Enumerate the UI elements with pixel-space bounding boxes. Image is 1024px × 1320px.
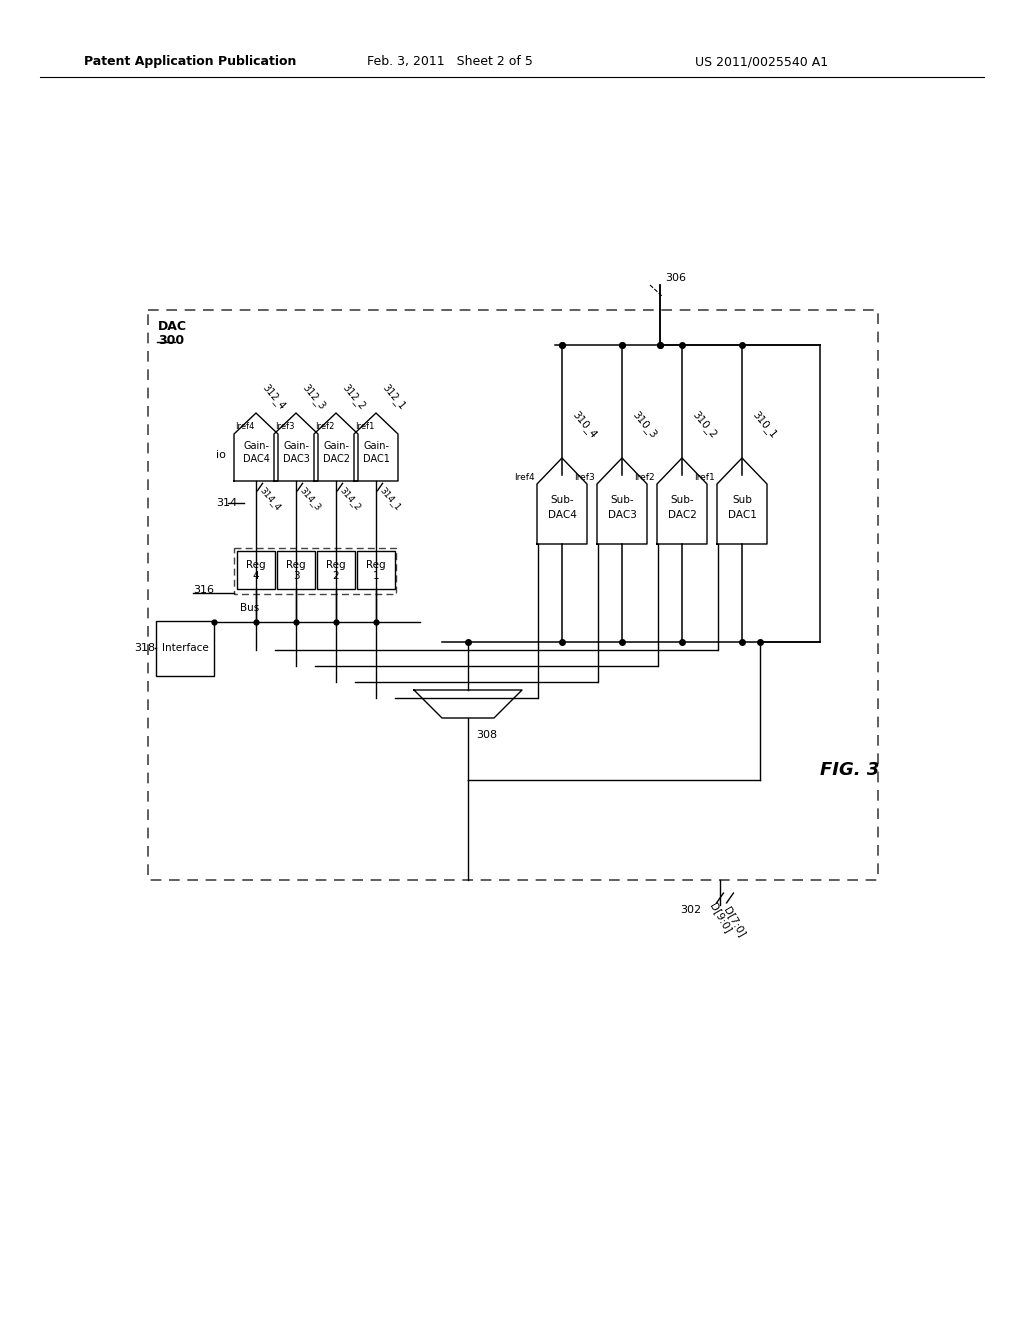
- Text: 310_1: 310_1: [750, 409, 778, 441]
- Text: D[7:0]: D[7:0]: [722, 906, 748, 939]
- Text: 310_3: 310_3: [630, 409, 658, 441]
- Text: Iref4: Iref4: [514, 473, 535, 482]
- Text: 306: 306: [665, 273, 686, 282]
- Text: Iref3: Iref3: [275, 422, 295, 432]
- Bar: [156, 620, 214, 676]
- Text: 310_4: 310_4: [569, 409, 598, 441]
- Text: 4: 4: [253, 572, 259, 581]
- Text: io: io: [216, 450, 226, 459]
- Text: Sub-: Sub-: [670, 495, 694, 506]
- Text: Sub: Sub: [732, 495, 752, 506]
- Text: Gain-: Gain-: [323, 441, 349, 451]
- Text: Patent Application Publication: Patent Application Publication: [84, 55, 296, 69]
- Text: Sub-: Sub-: [610, 495, 634, 506]
- Text: 3: 3: [293, 572, 299, 581]
- Text: 310_2: 310_2: [689, 409, 719, 441]
- Bar: [278, 550, 315, 589]
- Text: DAC1: DAC1: [728, 510, 757, 520]
- Text: Iref3: Iref3: [574, 473, 595, 482]
- Bar: [237, 550, 275, 589]
- Text: DAC3: DAC3: [607, 510, 637, 520]
- Text: 318: 318: [134, 643, 155, 653]
- Text: DAC1: DAC1: [362, 454, 389, 465]
- Text: Reg: Reg: [286, 560, 306, 570]
- Text: DAC4: DAC4: [548, 510, 577, 520]
- Text: 2: 2: [333, 572, 339, 581]
- Text: 316: 316: [193, 585, 214, 595]
- Bar: [148, 310, 878, 880]
- Text: Reg: Reg: [327, 560, 346, 570]
- Text: Gain-: Gain-: [362, 441, 389, 451]
- Bar: [357, 550, 395, 589]
- Text: US 2011/0025540 A1: US 2011/0025540 A1: [695, 55, 828, 69]
- Text: 312_2: 312_2: [340, 383, 368, 412]
- Text: 302: 302: [680, 906, 701, 915]
- Text: DAC2: DAC2: [668, 510, 696, 520]
- Text: 312_4: 312_4: [260, 383, 288, 412]
- Text: DAC: DAC: [158, 319, 187, 333]
- Text: 314_3: 314_3: [298, 486, 323, 512]
- Text: DAC4: DAC4: [243, 454, 269, 465]
- Bar: [317, 550, 355, 589]
- Text: DAC2: DAC2: [323, 454, 349, 465]
- Text: 314_1: 314_1: [378, 486, 402, 512]
- Bar: [234, 548, 396, 594]
- Text: 308: 308: [476, 730, 497, 741]
- Text: 300: 300: [158, 334, 184, 347]
- Text: 1: 1: [373, 572, 379, 581]
- Text: 312_1: 312_1: [380, 383, 408, 412]
- Text: Gain-: Gain-: [243, 441, 269, 451]
- Text: Iref2: Iref2: [315, 422, 335, 432]
- Text: D[9:0]: D[9:0]: [708, 902, 733, 935]
- Text: Iref1: Iref1: [694, 473, 715, 482]
- Text: Bus: Bus: [240, 603, 259, 612]
- Text: Iref4: Iref4: [234, 422, 254, 432]
- Text: Interface: Interface: [162, 643, 208, 653]
- Text: 314_2: 314_2: [338, 486, 362, 512]
- Text: Iref1: Iref1: [355, 422, 375, 432]
- Text: 314: 314: [216, 498, 238, 508]
- Text: Reg: Reg: [246, 560, 266, 570]
- Text: Sub-: Sub-: [550, 495, 573, 506]
- Text: 314_4: 314_4: [258, 486, 283, 512]
- Text: 312_3: 312_3: [300, 383, 328, 412]
- Text: Iref2: Iref2: [635, 473, 655, 482]
- Text: DAC3: DAC3: [283, 454, 309, 465]
- Text: Reg: Reg: [367, 560, 386, 570]
- Text: FIG. 3: FIG. 3: [820, 762, 880, 779]
- Text: Feb. 3, 2011   Sheet 2 of 5: Feb. 3, 2011 Sheet 2 of 5: [367, 55, 532, 69]
- Text: Gain-: Gain-: [283, 441, 309, 451]
